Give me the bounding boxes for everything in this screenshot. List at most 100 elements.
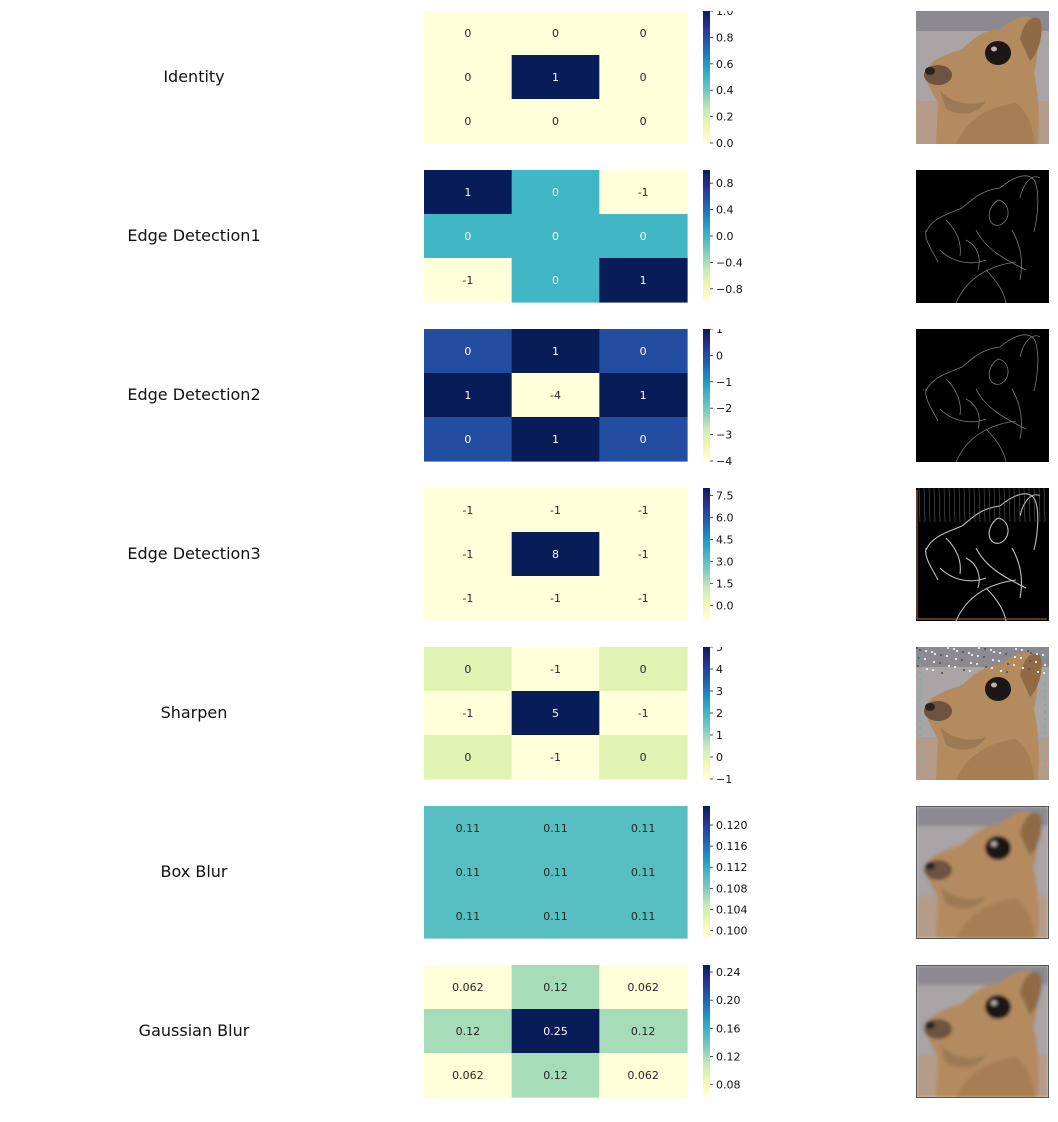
filtered-result-image	[916, 170, 1049, 303]
colorbar-tick-label: 1	[716, 729, 723, 742]
heatmap-cell-label: -1	[462, 707, 473, 720]
heatmap-cell-label: 0	[640, 71, 647, 84]
heatmap-cell-label: 0.12	[631, 1025, 656, 1038]
heatmap-cell-label: 1	[464, 389, 471, 402]
heatmap-cell	[511, 99, 600, 144]
heatmap-cell-label: 0	[464, 27, 471, 40]
heatmap-cell	[511, 1053, 600, 1098]
heatmap-cell	[511, 329, 600, 374]
heatmap-cell-label: 0.11	[631, 910, 656, 923]
heatmap-cell-label: -1	[638, 504, 649, 517]
heatmap-cell	[511, 532, 600, 577]
colorbar-tick-label: 0.2	[716, 111, 734, 124]
colorbar-tick-label: 0.116	[716, 840, 748, 853]
heatmap-cell	[424, 329, 513, 374]
heatmap-cell-label: 0	[464, 115, 471, 128]
colorbar-tick-label: 0.120	[716, 819, 748, 832]
heatmap-cell	[424, 894, 513, 939]
colorbar	[703, 329, 710, 461]
colorbar	[703, 11, 710, 143]
kernel-name-label: Edge Detection1	[127, 226, 261, 245]
heatmap-cell	[424, 965, 513, 1010]
colorbar	[703, 170, 710, 302]
heatmap-cell	[599, 11, 688, 56]
colorbar-tick-label: 0.08	[716, 1079, 741, 1092]
heatmap-cell-label: 0.062	[627, 981, 659, 994]
heatmap-cell-label: 0	[464, 345, 471, 358]
heatmap-cell-label: -4	[550, 389, 561, 402]
kernel-name-label: Box Blur	[160, 862, 228, 881]
heatmap-cell	[424, 735, 513, 780]
colorbar-tick-label: −4	[716, 455, 732, 465]
heatmap-cell	[424, 417, 513, 462]
heatmap-cell-label: -1	[550, 663, 561, 676]
heatmap-cell-label: -1	[638, 592, 649, 605]
heatmap-cell-label: 0	[464, 230, 471, 243]
colorbar-tick-label: −1	[716, 773, 732, 783]
colorbar-tick-label: 0.0	[716, 599, 734, 612]
kernel-heatmap: 1 0 -1 0 0 0 -1 0 1 0.8 0.4 0.0 −0.4 −0.8	[424, 170, 743, 303]
colorbar-tick-label: 0.8	[716, 31, 734, 44]
heatmap-cell	[599, 417, 688, 462]
colorbar-tick-label: −3	[716, 429, 732, 442]
heatmap-cell-label: 0.12	[456, 1025, 481, 1038]
colorbar-tick-label: 1	[716, 329, 723, 336]
colorbar-tick-label: 0.12	[716, 1051, 741, 1064]
heatmap-cell-label: -1	[462, 592, 473, 605]
kernel-heatmap: 0 0 0 0 1 0 0 0 0 1.0 0.8 0.6 0.4 0.2 0.0	[424, 11, 734, 147]
colorbar-tick-label: 5	[716, 647, 723, 654]
filtered-result-image	[916, 647, 1049, 780]
heatmap-cell-label: 0	[640, 345, 647, 358]
colorbar-tick-label: 0.0	[716, 137, 734, 147]
heatmap-cell-label: 0	[552, 230, 559, 243]
heatmap-cell-label: 0.11	[543, 866, 568, 879]
heatmap-cell	[599, 576, 688, 621]
heatmap-cell-label: 0	[640, 27, 647, 40]
heatmap-cell	[511, 214, 600, 259]
colorbar-tick-label: −0.4	[716, 256, 743, 269]
heatmap-cell	[599, 806, 688, 851]
heatmap-cell	[599, 329, 688, 374]
heatmap-cell	[599, 99, 688, 144]
heatmap-cell-label: 8	[552, 548, 559, 561]
heatmap-cell	[424, 99, 513, 144]
colorbar-tick-label: 0	[716, 751, 723, 764]
heatmap-cell	[424, 850, 513, 895]
heatmap-cell-label: 5	[552, 707, 559, 720]
heatmap-cell-label: 0	[464, 663, 471, 676]
heatmap-cell	[511, 576, 600, 621]
heatmap-cell-label: 0	[640, 751, 647, 764]
heatmap-cell	[511, 417, 600, 462]
heatmap-cell-label: 0	[464, 751, 471, 764]
heatmap-cell	[424, 214, 513, 259]
heatmap-cell-label: 0	[552, 27, 559, 40]
heatmap-cell-label: 0.062	[452, 981, 484, 994]
heatmap-cell	[424, 170, 513, 215]
heatmap-cell-label: 0.11	[456, 866, 481, 879]
colorbar-tick-label: 1.0	[716, 11, 734, 18]
colorbar-tick-label: 0.104	[716, 903, 748, 916]
heatmap-cell	[424, 373, 513, 418]
heatmap-cell-label: 1	[552, 71, 559, 84]
colorbar-tick-label: 0.6	[716, 58, 734, 71]
colorbar-tick-label: 3.0	[716, 555, 734, 568]
heatmap-cell-label: 0.25	[543, 1025, 568, 1038]
colorbar	[703, 806, 710, 938]
kernel-name-label: Identity	[163, 67, 225, 86]
colorbar-tick-label: 0.8	[716, 177, 734, 190]
heatmap-cell-label: -1	[550, 592, 561, 605]
heatmap-cell	[599, 735, 688, 780]
heatmap-cell	[511, 735, 600, 780]
heatmap-cell-label: -1	[550, 504, 561, 517]
heatmap-cell	[424, 691, 513, 736]
heatmap-cell	[511, 488, 600, 533]
filtered-result-image	[916, 965, 1049, 1098]
heatmap-cell	[599, 894, 688, 939]
colorbar-tick-label: 0	[716, 349, 723, 362]
heatmap-cell-label: 0	[640, 433, 647, 446]
heatmap-cell	[599, 691, 688, 736]
heatmap-cell	[511, 647, 600, 692]
heatmap-cell	[511, 373, 600, 418]
heatmap-cell-label: -1	[550, 751, 561, 764]
colorbar-tick-label: 0.112	[716, 861, 748, 874]
